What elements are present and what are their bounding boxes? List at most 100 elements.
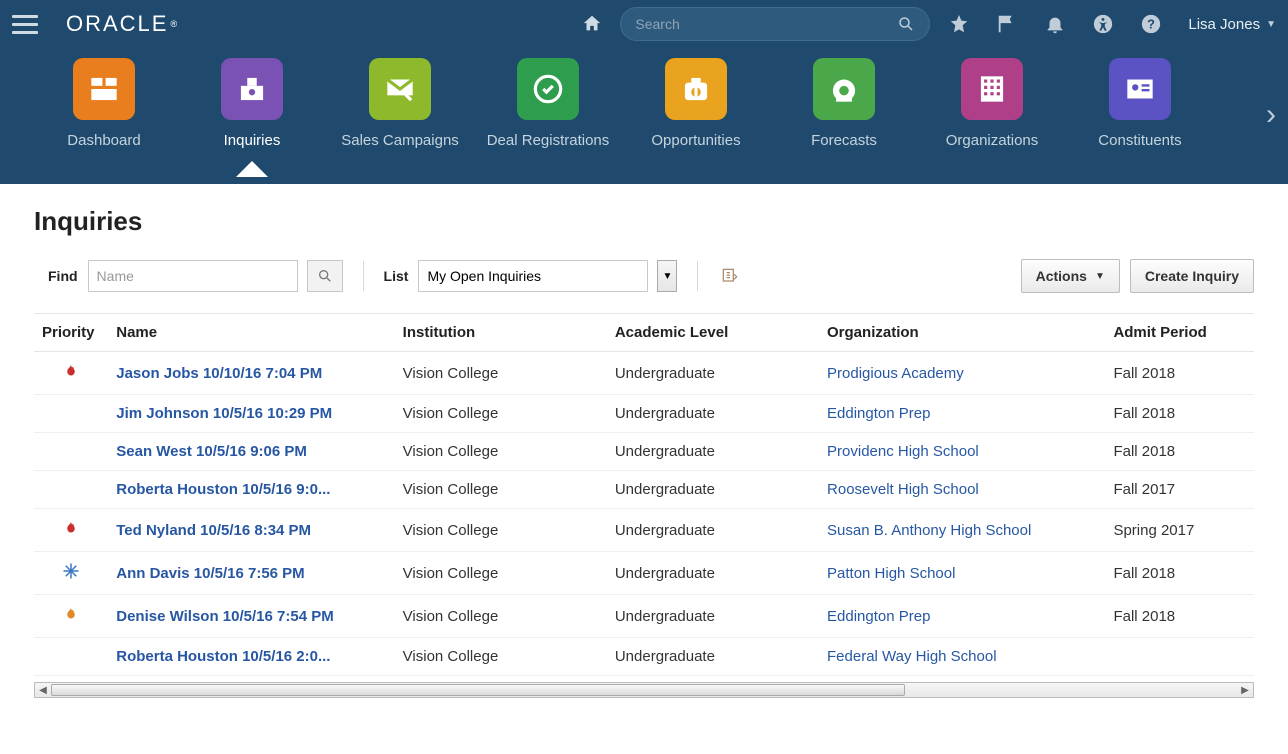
- organization-link[interactable]: Federal Way High School: [827, 648, 997, 665]
- inquiry-link[interactable]: Ted Nyland 10/5/16 8:34 PM: [116, 522, 371, 539]
- list-select[interactable]: My Open Inquiries: [418, 260, 648, 292]
- priority-cell: [34, 352, 108, 395]
- inquiry-link[interactable]: Jason Jobs 10/10/16 7:04 PM: [116, 365, 371, 382]
- name-cell: Jim Johnson 10/5/16 10:29 PM: [108, 395, 394, 433]
- organization-link[interactable]: Patton High School: [827, 565, 955, 582]
- create-label: Create Inquiry: [1145, 268, 1239, 284]
- column-name[interactable]: Name: [108, 314, 394, 352]
- nav-next-icon[interactable]: ›: [1266, 98, 1276, 132]
- inquiries-table: PriorityNameInstitutionAcademic LevelOrg…: [34, 313, 1254, 676]
- organization-cell: Federal Way High School: [819, 638, 1105, 676]
- help-icon[interactable]: ?: [1139, 12, 1163, 36]
- name-cell: Ted Nyland 10/5/16 8:34 PM: [108, 509, 394, 552]
- organization-cell: Prodigious Academy: [819, 352, 1105, 395]
- nav-label: Dashboard: [67, 132, 140, 149]
- nav-deal-registrations[interactable]: Deal Registrations: [474, 58, 622, 149]
- academic-level-cell: Undergraduate: [607, 471, 819, 509]
- primary-nav: Dashboard Inquiries Sales Campaigns Deal Re…: [0, 48, 1288, 184]
- inquiry-link[interactable]: Sean West 10/5/16 9:06 PM: [116, 443, 371, 460]
- nav-inquiries[interactable]: Inquiries: [178, 58, 326, 149]
- favorites-icon[interactable]: [947, 12, 971, 36]
- forecast-icon: [813, 58, 875, 120]
- snowflake-icon: [62, 562, 80, 580]
- deal-icon: [517, 58, 579, 120]
- find-button[interactable]: [307, 260, 343, 292]
- flame-icon: [62, 519, 80, 537]
- home-icon[interactable]: [580, 12, 604, 36]
- organization-link[interactable]: Eddington Prep: [827, 405, 930, 422]
- flag-icon[interactable]: [995, 12, 1019, 36]
- inquiry-link[interactable]: Denise Wilson 10/5/16 7:54 PM: [116, 608, 371, 625]
- global-search[interactable]: [620, 7, 930, 41]
- institution-cell: Vision College: [395, 595, 607, 638]
- table-row: Ted Nyland 10/5/16 8:34 PM Vision College…: [34, 509, 1254, 552]
- nav-label: Forecasts: [811, 132, 877, 149]
- academic-level-cell: Undergraduate: [607, 352, 819, 395]
- column-organization[interactable]: Organization: [819, 314, 1105, 352]
- scroll-track[interactable]: [51, 683, 1237, 697]
- organization-link[interactable]: Roosevelt High School: [827, 481, 979, 498]
- organization-link[interactable]: Prodigious Academy: [827, 365, 964, 382]
- organization-link[interactable]: Susan B. Anthony High School: [827, 522, 1031, 539]
- organization-link[interactable]: Providenc High School: [827, 443, 979, 460]
- list-dropdown-button[interactable]: ▼: [657, 260, 677, 292]
- user-menu[interactable]: Lisa Jones ▼: [1188, 16, 1276, 33]
- institution-cell: Vision College: [395, 352, 607, 395]
- name-cell: Jason Jobs 10/10/16 7:04 PM: [108, 352, 394, 395]
- brand-logo[interactable]: ORACLE®: [66, 11, 179, 37]
- scroll-right-icon[interactable]: ▶: [1237, 685, 1253, 696]
- name-cell: Roberta Houston 10/5/16 2:0...: [108, 638, 394, 676]
- organization-link[interactable]: Eddington Prep: [827, 608, 930, 625]
- search-input[interactable]: [635, 16, 897, 32]
- nav-organizations[interactable]: Organizations: [918, 58, 1066, 149]
- column-institution[interactable]: Institution: [395, 314, 607, 352]
- menu-icon[interactable]: [12, 11, 38, 37]
- priority-cell: [34, 595, 108, 638]
- column-academic-level[interactable]: Academic Level: [607, 314, 819, 352]
- table-row: Roberta Houston 10/5/16 9:0... Vision Col…: [34, 471, 1254, 509]
- table-row: Roberta Houston 10/5/16 2:0...Vision Col…: [34, 638, 1254, 676]
- horizontal-scrollbar[interactable]: ◀ ▶: [34, 682, 1254, 698]
- inquiry-link[interactable]: Roberta Houston 10/5/16 2:0...: [116, 648, 371, 665]
- institution-cell: Vision College: [395, 471, 607, 509]
- nav-sales-campaigns[interactable]: Sales Campaigns: [326, 58, 474, 149]
- nav-label: Deal Registrations: [487, 132, 610, 149]
- admit-period-cell: Fall 2018: [1105, 433, 1254, 471]
- find-input[interactable]: [88, 260, 298, 292]
- nav-opportunities[interactable]: Opportunities: [622, 58, 770, 149]
- column-admit-period[interactable]: Admit Period: [1105, 314, 1254, 352]
- name-cell: Ann Davis 10/5/16 7:56 PM: [108, 552, 394, 595]
- nav-constituents[interactable]: Constituents: [1066, 58, 1214, 149]
- table-body: Jason Jobs 10/10/16 7:04 PM Vision Colleg…: [34, 352, 1254, 676]
- admit-period-cell: [1105, 638, 1254, 676]
- priority-cell: [34, 638, 108, 676]
- nav-forecasts[interactable]: Forecasts: [770, 58, 918, 149]
- admit-period-cell: Spring 2017: [1105, 509, 1254, 552]
- brand-text: ORACLE: [66, 11, 168, 37]
- inquiry-link[interactable]: Ann Davis 10/5/16 7:56 PM: [116, 565, 371, 582]
- scroll-thumb[interactable]: [51, 684, 905, 696]
- admit-period-cell: Fall 2018: [1105, 395, 1254, 433]
- organization-cell: Providenc High School: [819, 433, 1105, 471]
- list-selected-value: My Open Inquiries: [427, 268, 541, 284]
- organization-cell: Susan B. Anthony High School: [819, 509, 1105, 552]
- organization-cell: Patton High School: [819, 552, 1105, 595]
- nav-label: Inquiries: [224, 132, 281, 149]
- scroll-left-icon[interactable]: ◀: [35, 685, 51, 696]
- inquiry-link[interactable]: Roberta Houston 10/5/16 9:0...: [116, 481, 371, 498]
- create-inquiry-button[interactable]: Create Inquiry: [1130, 259, 1254, 293]
- institution-cell: Vision College: [395, 509, 607, 552]
- org-icon: [961, 58, 1023, 120]
- chevron-down-icon: ▼: [1095, 271, 1105, 282]
- table-row: Denise Wilson 10/5/16 7:54 PM Vision Coll…: [34, 595, 1254, 638]
- inquiry-link[interactable]: Jim Johnson 10/5/16 10:29 PM: [116, 405, 371, 422]
- academic-level-cell: Undergraduate: [607, 433, 819, 471]
- actions-button[interactable]: Actions ▼: [1021, 259, 1120, 293]
- nav-label: Organizations: [946, 132, 1039, 149]
- admit-period-cell: Fall 2018: [1105, 352, 1254, 395]
- accessibility-icon[interactable]: [1091, 12, 1115, 36]
- bell-icon[interactable]: [1043, 12, 1067, 36]
- nav-dashboard[interactable]: Dashboard: [30, 58, 178, 149]
- column-priority[interactable]: Priority: [34, 314, 108, 352]
- export-icon[interactable]: [718, 264, 742, 288]
